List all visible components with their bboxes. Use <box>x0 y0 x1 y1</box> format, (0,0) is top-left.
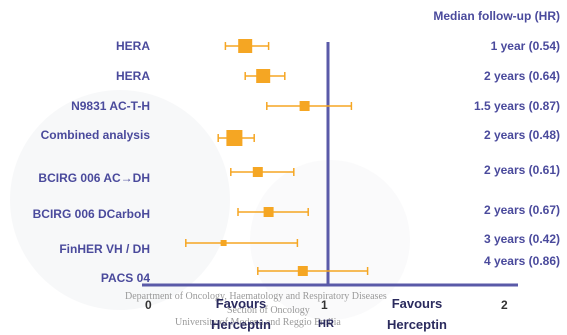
study-label: HERA <box>115 69 150 83</box>
study-label: PACS 04 <box>100 271 150 285</box>
watermark-line-2: Section of Oncology <box>227 305 310 316</box>
follow-up-value: 2 years (0.48) <box>483 128 560 142</box>
watermark-line-3: University of Modena and Reggio Emilia <box>175 317 341 328</box>
favours-left-label: Favours Herceptin <box>211 296 271 332</box>
hr-marker <box>238 39 253 53</box>
study-label: Combined analysis <box>40 128 150 142</box>
study-label: BCIRG 006 DCarboH <box>32 207 150 221</box>
follow-up-value: 1.5 years (0.87) <box>473 99 560 113</box>
hr-marker <box>297 266 308 276</box>
follow-up-header: Median follow-up (HR) <box>433 9 560 23</box>
follow-up-value: 2 years (0.64) <box>483 69 560 83</box>
study-label: N9831 AC-T-H <box>71 99 150 113</box>
hr-marker <box>263 207 274 217</box>
hr-marker <box>299 101 310 111</box>
x-tick-2: 2 <box>501 298 508 312</box>
hr-marker <box>256 69 271 83</box>
hr-marker <box>226 130 243 146</box>
watermark-line-1: Department of Oncology, Haematology and … <box>125 291 387 302</box>
study-label: BCIRG 006 AC→DH <box>38 171 150 185</box>
favours-right-label: Favours Herceptin <box>387 296 447 332</box>
x-axis-title: HR <box>318 318 334 330</box>
x-tick-1: 1 <box>321 298 328 312</box>
hr-marker <box>252 167 263 177</box>
study-label: HERA <box>115 39 150 53</box>
follow-up-value: 2 years (0.67) <box>483 203 560 217</box>
x-tick-0: 0 <box>145 298 152 312</box>
follow-up-value: 1 year (0.54) <box>490 39 560 53</box>
hr-marker <box>220 240 227 246</box>
study-label: FinHER VH / DH <box>59 242 150 256</box>
follow-up-value: 4 years (0.86) <box>483 254 560 268</box>
follow-up-value: 3 years (0.42) <box>483 232 560 246</box>
follow-up-value: 2 years (0.61) <box>483 163 560 177</box>
